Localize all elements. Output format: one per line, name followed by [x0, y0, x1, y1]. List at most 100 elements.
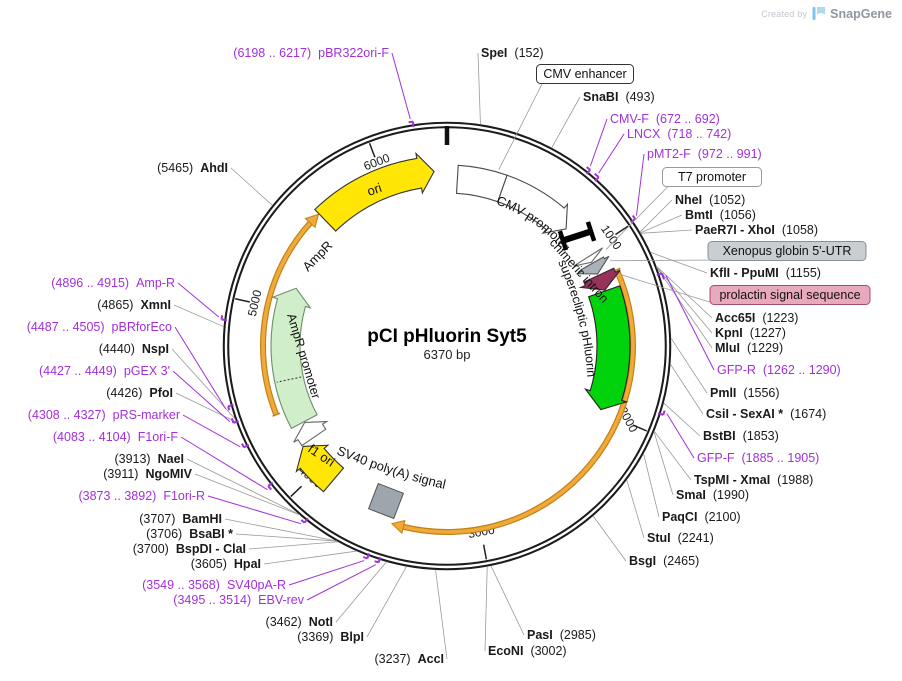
- restriction-site[interactable]: BstBI (1853): [663, 402, 779, 443]
- restriction-site[interactable]: PaeR7I - XhoI (1058): [640, 223, 818, 237]
- primer-label[interactable]: (4308 .. 4327) pRS-marker: [28, 408, 180, 422]
- restriction-site-label[interactable]: (5465) AhdI: [157, 161, 228, 175]
- restriction-site[interactable]: NheI (1052): [639, 193, 745, 233]
- restriction-site-label[interactable]: EcoNI (3002): [488, 644, 567, 658]
- restriction-site-label[interactable]: PasI (2985): [527, 628, 596, 642]
- restriction-site[interactable]: (3237) AccI: [374, 569, 448, 666]
- restriction-site[interactable]: BsgI (2465): [592, 515, 699, 568]
- primer[interactable]: (4487 .. 4505) pBRforEco: [27, 320, 234, 411]
- primer-label[interactable]: GFP-R (1262 .. 1290): [717, 363, 841, 377]
- boxed-feature-label[interactable]: Xenopus globin 5'-UTR: [610, 241, 867, 262]
- restriction-site-label[interactable]: SpeI (152): [481, 46, 544, 60]
- restriction-site[interactable]: (3707) BamHI: [139, 512, 337, 542]
- boxed-feature-label[interactable]: prolactin signal sequence: [620, 274, 871, 305]
- restriction-site[interactable]: PaqCI (2100): [643, 453, 741, 524]
- restriction-site[interactable]: (4865) XmnI: [97, 298, 224, 328]
- boxed-feature-label[interactable]: T7 promoter: [605, 167, 762, 250]
- primer[interactable]: LNCX (718 .. 742): [594, 127, 732, 182]
- restriction-site[interactable]: PasI (2985): [490, 565, 596, 642]
- primer[interactable]: (4427 .. 4449) pGEX 3': [39, 364, 239, 424]
- restriction-site-label[interactable]: (4426) PfoI: [106, 386, 173, 400]
- primer[interactable]: (4083 .. 4104) F1ori-F: [53, 430, 274, 491]
- feature-superecliptic-phluorin[interactable]: [583, 285, 631, 411]
- restriction-site[interactable]: PmlI (1556): [670, 337, 780, 400]
- restriction-site[interactable]: CsiI - SexAI * (1674): [669, 363, 826, 421]
- restriction-site[interactable]: SnaBI (493): [551, 90, 655, 149]
- restriction-site-label[interactable]: PmlI (1556): [710, 386, 780, 400]
- feature-ampr-promoter[interactable]: [293, 420, 329, 447]
- restriction-site-label[interactable]: PaqCI (2100): [662, 510, 741, 524]
- restriction-site-label[interactable]: (3707) BamHI: [139, 512, 222, 526]
- restriction-site[interactable]: Acc65I (1223): [656, 265, 798, 325]
- restriction-site[interactable]: (4440) NspI: [99, 342, 236, 420]
- primer-label[interactable]: (3873 .. 3892) F1ori-R: [78, 489, 205, 503]
- primer-label[interactable]: pMT2-F (972 .. 991): [647, 147, 762, 161]
- feature-ampr[interactable]: [270, 287, 318, 430]
- restriction-site[interactable]: (3911) NgoMIV: [103, 467, 301, 516]
- primer[interactable]: CMV-F (672 .. 692): [585, 112, 720, 175]
- restriction-site[interactable]: (3369) BlpI: [297, 566, 407, 644]
- restriction-site-label[interactable]: NheI (1052): [675, 193, 745, 207]
- restriction-site-label[interactable]: (3706) BsaBI *: [146, 527, 233, 541]
- feature-label-text[interactable]: T7 promoter: [678, 170, 746, 184]
- primer[interactable]: (3549 .. 3568) SV40pA-R: [142, 553, 371, 592]
- feature-ori[interactable]: [314, 151, 435, 232]
- feature-label-text[interactable]: CMV enhancer: [543, 67, 626, 81]
- restriction-site-label[interactable]: BmtI (1056): [685, 208, 756, 222]
- restriction-site-label[interactable]: Acc65I (1223): [715, 311, 798, 325]
- restriction-site-label[interactable]: SmaI (1990): [676, 488, 749, 502]
- primer[interactable]: (6198 .. 6217) pBR322ori-F: [233, 46, 415, 128]
- primer-label[interactable]: (3495 .. 3514) EBV-rev: [173, 593, 304, 607]
- restriction-site-label[interactable]: (3700) BspDI - ClaI: [133, 542, 246, 556]
- feature-t7-promoter[interactable]: [573, 247, 604, 267]
- restriction-site[interactable]: EcoNI (3002): [484, 566, 567, 658]
- feature-sv40-polya-signal-box[interactable]: [367, 482, 405, 520]
- restriction-site-label[interactable]: BsgI (2465): [629, 554, 699, 568]
- restriction-site-label[interactable]: (3369) BlpI: [297, 630, 364, 644]
- restriction-site-label[interactable]: TspMI - XmaI (1988): [694, 473, 813, 487]
- restriction-site-label[interactable]: StuI (2241): [647, 531, 714, 545]
- primer-label[interactable]: (4487 .. 4505) pBRforEco: [27, 320, 172, 334]
- restriction-site-label[interactable]: SnaBI (493): [583, 90, 655, 104]
- feature-xenopus-globin-5-utr[interactable]: [575, 255, 610, 275]
- restriction-site-label[interactable]: (3911) NgoMIV: [103, 467, 192, 481]
- restriction-site-label[interactable]: (4865) XmnI: [97, 298, 171, 312]
- restriction-site[interactable]: (3605) HpaI: [191, 550, 357, 571]
- feature-label-text[interactable]: Xenopus globin 5'-UTR: [723, 244, 852, 258]
- feature-f1-ori[interactable]: [295, 444, 345, 493]
- restriction-site[interactable]: (3462) NotI: [266, 561, 387, 629]
- restriction-site-label[interactable]: KflI - PpuMI (1155): [710, 266, 821, 280]
- primer-label[interactable]: (4896 .. 4915) Amp-R: [51, 276, 175, 290]
- boxed-feature-label[interactable]: CMV enhancer: [498, 64, 634, 170]
- restriction-site-label[interactable]: CsiI - SexAI * (1674): [706, 407, 826, 421]
- restriction-site[interactable]: (5465) AhdI: [157, 161, 273, 206]
- restriction-site-label[interactable]: PaeR7I - XhoI (1058): [695, 223, 818, 237]
- primer-label[interactable]: GFP-F (1885 .. 1905): [697, 451, 819, 465]
- primer-label[interactable]: (3549 .. 3568) SV40pA-R: [142, 578, 286, 592]
- restriction-site-label[interactable]: (3462) NotI: [266, 615, 333, 629]
- primer[interactable]: (3873 .. 3892) F1ori-R: [78, 489, 309, 525]
- feature-prolactin-signal-sequence[interactable]: [578, 267, 621, 291]
- restriction-site-label[interactable]: MluI (1229): [715, 341, 783, 355]
- feature-label-text[interactable]: prolactin signal sequence: [719, 288, 860, 302]
- restriction-site[interactable]: KflI - PpuMI (1155): [650, 251, 821, 280]
- restriction-site[interactable]: TspMI - XmaI (1988): [653, 430, 813, 487]
- orf-arc[interactable]: [260, 213, 320, 417]
- restriction-site-label[interactable]: (4440) NspI: [99, 342, 169, 356]
- restriction-site[interactable]: BmtI (1056): [640, 208, 756, 234]
- restriction-site[interactable]: MluI (1229): [656, 267, 783, 355]
- primer[interactable]: (3495 .. 3514) EBV-rev: [173, 556, 382, 607]
- restriction-site[interactable]: (3913) NaeI: [114, 452, 300, 516]
- restriction-site[interactable]: (4426) PfoI: [106, 386, 237, 423]
- primer[interactable]: (4896 .. 4915) Amp-R: [51, 276, 228, 322]
- restriction-site-label[interactable]: (3237) AccI: [374, 652, 444, 666]
- restriction-site[interactable]: (3700) BspDI - ClaI: [133, 541, 339, 556]
- restriction-site[interactable]: SmaI (1990): [653, 431, 749, 502]
- primer-label[interactable]: CMV-F (672 .. 692): [610, 112, 720, 126]
- restriction-site[interactable]: SpeI (152): [477, 46, 544, 125]
- primer-label[interactable]: (4427 .. 4449) pGEX 3': [39, 364, 170, 378]
- primer[interactable]: (4308 .. 4327) pRS-marker: [28, 408, 250, 449]
- restriction-site[interactable]: (3706) BsaBI *: [146, 527, 337, 542]
- restriction-site[interactable]: KpnI (1227): [656, 266, 786, 340]
- restriction-site-label[interactable]: KpnI (1227): [715, 326, 786, 340]
